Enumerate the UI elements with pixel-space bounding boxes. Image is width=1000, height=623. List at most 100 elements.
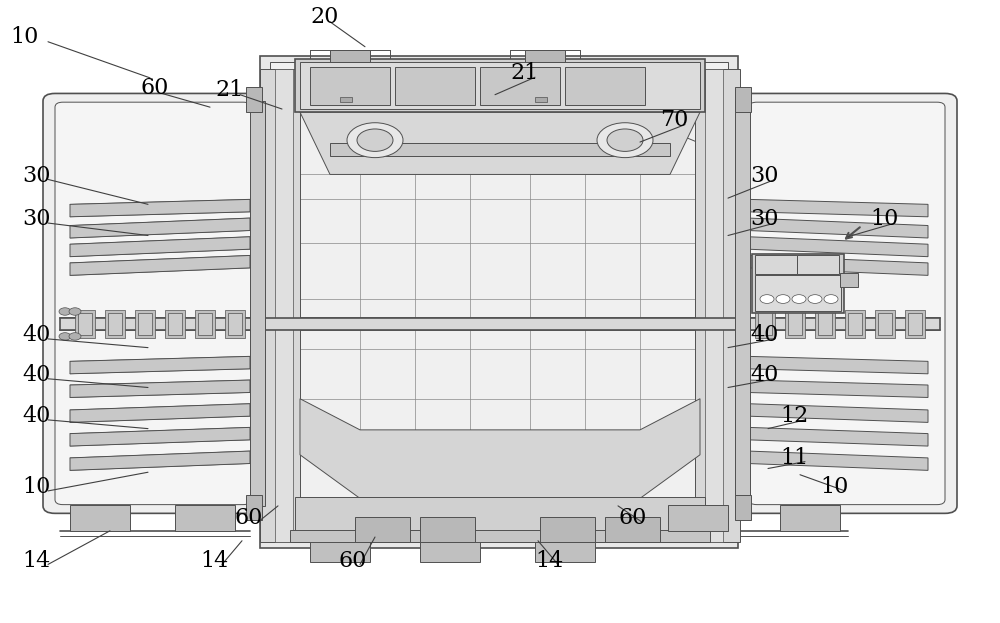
Bar (788, 313, 802, 335)
Text: 12: 12 (780, 405, 808, 427)
Text: 21: 21 (215, 78, 243, 101)
Bar (845, 310, 865, 338)
Bar (535, 540, 595, 562)
Text: 21: 21 (510, 62, 538, 84)
Bar (70, 505, 130, 531)
Polygon shape (70, 356, 250, 374)
Circle shape (792, 295, 806, 303)
Bar (735, 87, 751, 112)
FancyBboxPatch shape (55, 102, 251, 505)
Polygon shape (748, 451, 928, 470)
Bar (695, 69, 740, 542)
Circle shape (59, 308, 71, 315)
Bar (295, 59, 705, 112)
Bar (165, 310, 185, 338)
Bar (780, 505, 840, 531)
Bar (540, 517, 595, 542)
Polygon shape (748, 404, 928, 422)
Bar (420, 540, 480, 562)
FancyBboxPatch shape (43, 93, 262, 513)
Bar (395, 67, 475, 105)
Circle shape (69, 308, 81, 315)
Polygon shape (748, 199, 928, 217)
Text: 14: 14 (200, 549, 228, 572)
Bar (797, 255, 839, 274)
Bar (755, 275, 841, 311)
Polygon shape (748, 218, 928, 238)
Circle shape (776, 295, 790, 303)
Polygon shape (748, 255, 928, 275)
Bar (525, 50, 565, 62)
Bar (246, 87, 262, 112)
Bar (535, 97, 547, 102)
Bar (78, 313, 92, 335)
Polygon shape (70, 427, 250, 446)
Polygon shape (300, 399, 700, 498)
Text: 40: 40 (22, 364, 50, 386)
Bar (735, 101, 750, 506)
Bar (340, 97, 352, 102)
Bar (908, 313, 922, 335)
Bar (310, 67, 390, 105)
Bar (705, 69, 723, 542)
Circle shape (760, 295, 774, 303)
Bar (270, 62, 728, 542)
Polygon shape (70, 218, 250, 238)
Text: 60: 60 (140, 77, 168, 100)
Polygon shape (70, 199, 250, 217)
Text: 40: 40 (22, 324, 50, 346)
Circle shape (607, 129, 643, 151)
Bar (735, 495, 751, 520)
Text: 40: 40 (22, 405, 50, 427)
Bar (420, 517, 475, 542)
Bar (785, 310, 805, 338)
Bar (480, 67, 560, 105)
FancyBboxPatch shape (738, 93, 957, 513)
Bar (818, 313, 832, 335)
Bar (108, 313, 122, 335)
Text: 10: 10 (870, 208, 898, 231)
Bar (105, 310, 125, 338)
Bar (290, 530, 710, 542)
Text: 60: 60 (618, 507, 646, 530)
Text: 30: 30 (22, 208, 50, 231)
Text: 10: 10 (820, 476, 848, 498)
Bar (330, 50, 370, 62)
Bar (260, 56, 738, 548)
Polygon shape (300, 112, 700, 174)
Bar (755, 255, 797, 274)
Circle shape (824, 295, 838, 303)
Circle shape (357, 129, 393, 151)
Bar (300, 62, 700, 109)
Bar (875, 310, 895, 338)
Bar (310, 540, 370, 562)
Polygon shape (70, 237, 250, 257)
Text: 14: 14 (535, 549, 563, 572)
Polygon shape (70, 451, 250, 470)
Text: 30: 30 (750, 208, 778, 231)
Circle shape (597, 123, 653, 158)
Polygon shape (748, 237, 928, 257)
Bar (668, 505, 728, 531)
Bar (138, 313, 152, 335)
Circle shape (808, 295, 822, 303)
Bar (198, 313, 212, 335)
Bar (565, 67, 645, 105)
Text: 60: 60 (338, 549, 366, 572)
Text: 11: 11 (780, 447, 808, 469)
Text: 20: 20 (310, 6, 338, 29)
Bar (246, 495, 262, 520)
Bar (250, 101, 265, 506)
Bar (605, 517, 660, 542)
Text: 10: 10 (22, 476, 50, 498)
Text: 14: 14 (22, 549, 50, 572)
Text: 40: 40 (750, 364, 778, 386)
Text: 60: 60 (235, 507, 263, 530)
Bar (355, 517, 410, 542)
Bar (168, 313, 182, 335)
Polygon shape (748, 356, 928, 374)
Bar (330, 143, 670, 156)
Bar (135, 310, 155, 338)
Bar (260, 69, 300, 542)
Polygon shape (70, 380, 250, 397)
